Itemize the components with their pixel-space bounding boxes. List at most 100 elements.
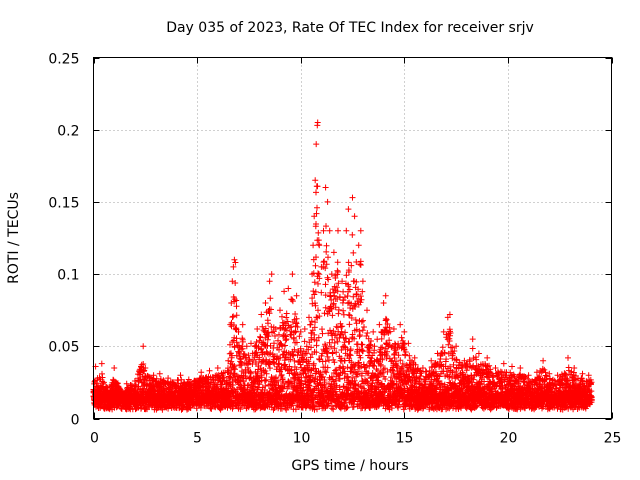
data-point [263,376,270,383]
data-point [265,320,271,327]
data-point [401,328,408,335]
data-point [232,259,239,266]
data-point [322,184,329,191]
data-point [177,372,184,379]
data-point [293,292,300,299]
data-point [322,281,329,288]
data-point [262,300,269,306]
data-point [346,338,353,345]
data-point [165,405,172,412]
data-point [292,311,299,317]
data-point [359,327,366,334]
data-point [272,333,278,339]
data-point [351,213,358,220]
data-point [398,334,405,341]
data-point [314,183,321,190]
data-point [361,324,367,330]
data-point [376,321,383,328]
data-point [446,311,453,318]
data-point [355,242,362,249]
data-point [232,326,239,332]
data-point [141,367,148,374]
data-point [579,370,586,377]
data-point [100,380,107,387]
data-point [323,369,330,376]
data-point [340,307,347,314]
data-point [285,285,292,292]
data-point [343,227,350,234]
data-point [469,345,476,352]
data-point [329,312,336,319]
data-point [428,357,435,364]
data-point [301,326,308,332]
data-point [313,189,319,196]
data-point [206,367,213,374]
data-point [390,326,397,332]
data-point [315,229,322,236]
data-point [406,352,413,359]
data-point [315,270,321,277]
data-point [231,256,238,263]
data-point [111,365,118,371]
data-point [98,360,105,367]
data-point [492,365,499,371]
data-point [268,271,275,278]
data-point [313,141,320,148]
data-point [411,354,418,361]
data-point [156,370,163,377]
data-point [364,330,371,336]
data-point [349,194,356,201]
data-point [310,360,317,367]
data-point [585,372,592,379]
data-point [313,314,320,321]
data-point [314,204,320,211]
data-point [326,339,333,346]
data-points [90,119,595,413]
data-point [484,354,491,361]
data-point [230,263,237,270]
data-point [314,119,321,126]
data-point [175,377,182,384]
data-point [323,242,330,249]
data-point [335,306,342,313]
data-point [277,307,283,314]
data-point [461,357,468,364]
data-point [306,314,312,321]
data-point [453,343,460,350]
data-point [364,307,370,314]
data-point [335,227,341,234]
data-point [283,310,290,317]
data-point [140,343,147,350]
data-point [357,332,363,338]
data-point [475,350,482,357]
data-point [380,300,387,306]
data-point [370,328,377,335]
data-point [540,357,547,364]
data-point [345,311,352,318]
data-point [289,271,296,278]
data-point [315,241,322,248]
data-point [331,293,338,300]
data-point [330,249,337,256]
data-point [297,328,304,335]
data-point [349,231,356,238]
data-point [248,340,254,347]
data-point [345,259,352,266]
data-point [347,346,354,353]
data-point [214,365,221,371]
data-point [312,177,319,184]
data-point [360,348,366,354]
data-point [334,259,341,266]
data-point [258,311,265,318]
data-point [323,248,330,255]
data-point [310,242,317,249]
data-point [324,198,331,205]
data-point [289,296,296,303]
data-point [99,374,106,381]
data-point [279,313,285,320]
data-point [345,206,352,213]
data-point [328,271,335,278]
data-point [312,262,319,269]
chart-title: Day 035 of 2023, Rate Of TEC Index for r… [166,20,534,36]
